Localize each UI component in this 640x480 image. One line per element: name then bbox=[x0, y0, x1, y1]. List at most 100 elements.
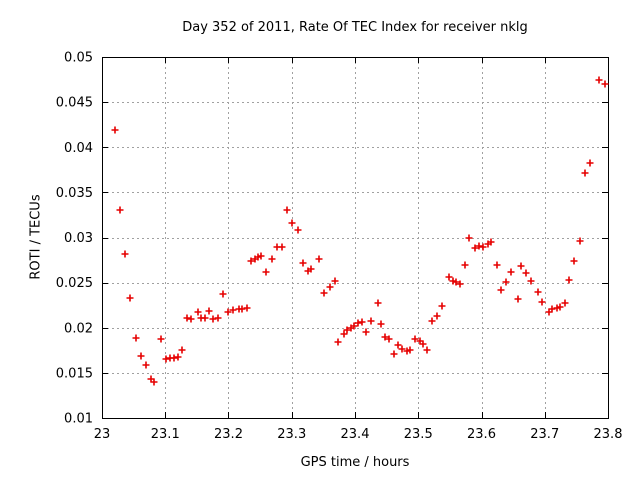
x-tick-label: 23.5 bbox=[404, 427, 433, 442]
data-point-marker bbox=[126, 294, 134, 302]
data-point-marker bbox=[183, 314, 191, 322]
data-point-marker bbox=[595, 76, 603, 84]
data-point-marker bbox=[219, 290, 227, 298]
data-point-marker bbox=[283, 206, 291, 214]
x-tick-label: 23.4 bbox=[341, 427, 370, 442]
data-point-marker bbox=[507, 268, 515, 276]
data-point-marker bbox=[340, 330, 348, 338]
x-tick-label: 23.7 bbox=[530, 427, 559, 442]
data-point-marker bbox=[445, 273, 453, 281]
data-point-marker bbox=[157, 335, 165, 343]
data-point-marker bbox=[201, 314, 209, 322]
x-tick-label: 23 bbox=[94, 427, 111, 442]
chart-title: Day 352 of 2011, Rate Of TEC Index for r… bbox=[182, 20, 528, 35]
data-point-marker bbox=[465, 234, 473, 242]
data-point-marker bbox=[374, 299, 382, 307]
data-point-marker bbox=[385, 335, 393, 343]
data-point-marker bbox=[288, 219, 296, 227]
data-point-marker bbox=[561, 299, 569, 307]
x-tick-label: 23.8 bbox=[594, 427, 623, 442]
data-point-marker bbox=[299, 259, 307, 267]
data-point-marker bbox=[320, 289, 328, 297]
data-point-marker bbox=[116, 206, 124, 214]
data-point-marker bbox=[517, 262, 525, 270]
data-point-marker bbox=[479, 243, 487, 251]
data-point-marker bbox=[367, 317, 375, 325]
data-point-marker bbox=[268, 255, 276, 263]
data-point-marker bbox=[411, 335, 419, 343]
data-point-marker bbox=[229, 306, 237, 314]
data-point-marker bbox=[170, 354, 178, 362]
data-point-marker bbox=[534, 288, 542, 296]
data-point-marker bbox=[257, 252, 265, 260]
data-point-marker bbox=[514, 295, 522, 303]
data-point-marker bbox=[433, 312, 441, 320]
data-point-marker bbox=[487, 238, 495, 246]
data-point-marker bbox=[586, 159, 594, 167]
data-point-marker bbox=[570, 257, 578, 265]
data-point-marker bbox=[238, 305, 246, 313]
data-point-marker bbox=[475, 242, 483, 250]
data-point-marker bbox=[331, 277, 339, 285]
y-tick-label: 0.04 bbox=[64, 141, 93, 156]
data-point-marker bbox=[150, 378, 158, 386]
data-point-marker bbox=[121, 250, 129, 258]
data-point-marker bbox=[377, 320, 385, 328]
data-point-marker bbox=[406, 346, 414, 354]
data-point-marker bbox=[162, 355, 170, 363]
data-point-marker bbox=[398, 345, 406, 353]
data-point-marker bbox=[497, 286, 505, 294]
data-point-marker bbox=[142, 361, 150, 369]
data-point-marker bbox=[326, 283, 334, 291]
data-point-marker bbox=[522, 269, 530, 277]
y-tick-label: 0.03 bbox=[64, 231, 93, 246]
data-point-marker bbox=[334, 338, 342, 346]
data-point-marker bbox=[358, 318, 366, 326]
data-point-marker bbox=[527, 277, 535, 285]
y-tick-label: 0.015 bbox=[56, 366, 93, 381]
data-point-marker bbox=[343, 326, 351, 334]
data-point-marker bbox=[438, 302, 446, 310]
data-point-marker bbox=[423, 346, 431, 354]
data-point-marker bbox=[428, 317, 436, 325]
data-point-marker bbox=[243, 304, 251, 312]
data-point-marker bbox=[493, 261, 501, 269]
data-point-marker bbox=[354, 319, 362, 327]
data-point-marker bbox=[209, 315, 217, 323]
data-point-marker bbox=[601, 80, 609, 88]
y-tick-label: 0.02 bbox=[64, 321, 93, 336]
data-point-marker bbox=[294, 226, 302, 234]
data-point-marker bbox=[452, 278, 460, 286]
data-point-marker bbox=[538, 298, 546, 306]
data-point-marker bbox=[565, 276, 573, 284]
data-point-marker bbox=[350, 322, 358, 330]
data-point-marker bbox=[194, 308, 202, 316]
data-point-marker bbox=[548, 305, 556, 313]
data-point-marker bbox=[174, 353, 182, 361]
x-tick-label: 23.6 bbox=[467, 427, 496, 442]
data-point-marker bbox=[381, 333, 389, 341]
data-point-marker bbox=[471, 244, 479, 252]
data-point-marker bbox=[205, 307, 213, 315]
data-point-marker bbox=[362, 328, 370, 336]
data-point-marker bbox=[278, 243, 286, 251]
data-point-marker bbox=[111, 126, 119, 134]
data-point-marker bbox=[461, 261, 469, 269]
data-point-marker bbox=[576, 237, 584, 245]
data-point-marker bbox=[132, 334, 140, 342]
data-point-marker bbox=[262, 268, 270, 276]
data-point-marker bbox=[556, 303, 564, 311]
y-tick-label: 0.05 bbox=[64, 51, 93, 66]
data-point-marker bbox=[247, 257, 255, 265]
data-point-marker bbox=[502, 278, 510, 286]
y-tick-label: 0.035 bbox=[56, 186, 93, 201]
data-point-marker bbox=[214, 314, 222, 322]
data-point-marker bbox=[456, 280, 464, 288]
x-axis-title: GPS time / hours bbox=[300, 455, 410, 470]
y-tick-label: 0.025 bbox=[56, 276, 93, 291]
data-point-marker bbox=[178, 346, 186, 354]
data-point-marker bbox=[394, 341, 402, 349]
data-point-marker bbox=[224, 308, 232, 316]
